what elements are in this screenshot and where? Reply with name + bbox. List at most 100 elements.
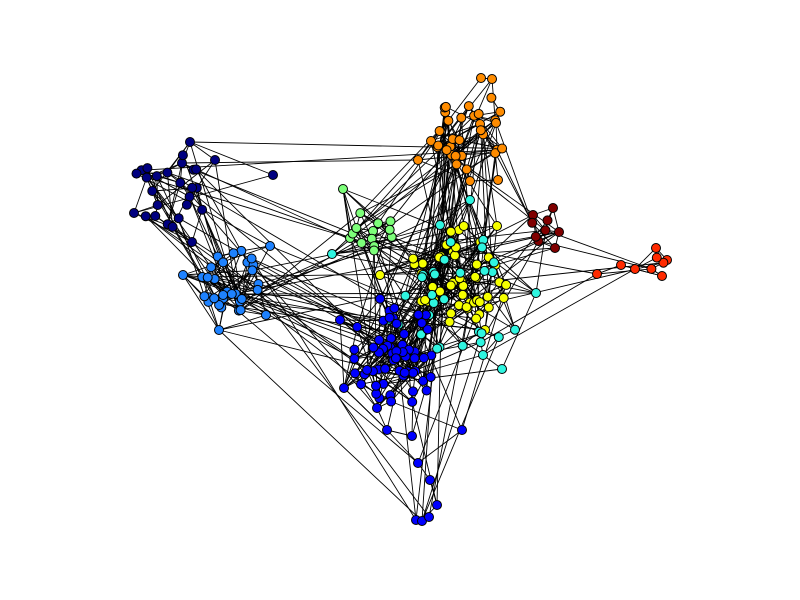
graph-edge [454, 247, 556, 256]
graph-edge [450, 262, 664, 286]
graph-node-blue [349, 344, 360, 355]
graph-node-blue [349, 353, 360, 364]
graph-node-cyan [479, 265, 490, 276]
graph-node-navy [181, 199, 192, 210]
graph-edge [461, 214, 534, 281]
graph-node-blue [374, 334, 385, 345]
graph-edge [375, 354, 484, 387]
graph-edge [253, 264, 392, 339]
graph-edge [223, 298, 419, 464]
graph-edge [417, 429, 463, 464]
graph-edge [339, 319, 345, 389]
graph-node-dodger-blue [214, 325, 224, 335]
graph-edge [210, 266, 405, 335]
graph-node-red [657, 271, 667, 281]
graph-edge [479, 123, 533, 224]
graph-node-yellow [417, 258, 428, 269]
graph-node-dark-red [530, 231, 541, 242]
graph-node-navy [129, 208, 139, 218]
graph-node-cyan [435, 220, 445, 230]
graph-node-dodger-blue [252, 284, 263, 295]
graph-node-yellow [420, 295, 431, 305]
graph-edge [421, 150, 448, 522]
graph-edge [482, 149, 498, 240]
graph-node-red [651, 243, 661, 253]
graph-node-dodger-blue [226, 289, 237, 299]
graph-node-dodger-blue [228, 248, 239, 259]
graph-node-blue [389, 303, 400, 314]
graph-node-yellow [498, 293, 509, 303]
graph-node-cyan [327, 249, 337, 259]
graph-edge [463, 225, 537, 294]
graph-node-orange [433, 140, 444, 151]
graph-edge [494, 120, 533, 223]
graph-node-yellow [482, 291, 493, 302]
graph-node-red [592, 269, 602, 279]
graph-node-blue [418, 353, 429, 363]
graph-node-blue [335, 315, 345, 325]
graph-node-yellow [461, 302, 472, 313]
graph-node-blue [352, 321, 363, 332]
graph-node-dodger-blue [218, 257, 229, 268]
graph-node-orange [413, 155, 423, 165]
graph-node-blue [391, 318, 402, 329]
graph-node-yellow [470, 271, 481, 282]
graph-node-dodger-blue [218, 290, 229, 300]
graph-edge [225, 292, 355, 360]
graph-edge [167, 162, 183, 225]
graph-edge [439, 122, 497, 292]
graph-node-cyan [477, 242, 487, 253]
graph-node-cyan [439, 294, 450, 305]
graph-node-navy [162, 167, 173, 178]
graph-node-dark-red [527, 217, 538, 228]
graph-node-navy [175, 177, 186, 188]
graph-node-orange [441, 145, 452, 156]
graph-node-blue [399, 367, 410, 378]
graph-edge [343, 139, 456, 389]
graph-node-cyan [416, 329, 427, 340]
graph-node-dark-red [550, 243, 560, 253]
graph-edge [480, 273, 598, 343]
graph-node-red [630, 264, 640, 274]
graph-edge [495, 247, 556, 266]
graph-node-orange [473, 108, 484, 119]
graph-node-blue [372, 403, 382, 413]
graph-edge [386, 429, 419, 464]
graph-node-blue [408, 386, 418, 397]
graph-node-navy [191, 164, 202, 175]
graph-node-dodger-blue [178, 270, 188, 280]
graph-node-cyan [427, 289, 437, 300]
graph-edge [476, 277, 516, 330]
graph-node-dark-red [554, 227, 564, 237]
graph-node-light-green [351, 223, 362, 233]
graph-edge [167, 172, 375, 247]
graph-edge [252, 245, 375, 271]
graph-node-blue [413, 458, 423, 468]
graph-node-orange [454, 135, 465, 146]
graph-node-dodger-blue [247, 265, 258, 276]
graph-node-navy [177, 150, 188, 161]
graph-edge [421, 333, 483, 522]
graph-edge [483, 214, 534, 241]
graph-node-navy [210, 155, 220, 165]
graph-node-cyan [489, 257, 499, 268]
graph-node-cyan [445, 237, 456, 248]
graph-node-blue [457, 425, 467, 435]
graph-node-navy [197, 204, 208, 215]
graph-node-yellow [474, 297, 485, 308]
graph-node-orange [461, 164, 472, 175]
graph-edge [189, 141, 274, 176]
graph-node-blue [408, 367, 419, 378]
graph-node-cyan [455, 267, 466, 278]
graph-node-cyan [531, 288, 541, 298]
graph-edge [145, 215, 377, 395]
graph-node-orange [451, 159, 462, 170]
graph-node-light-green [338, 184, 348, 194]
graph-node-orange [443, 115, 454, 126]
graph-node-blue [407, 396, 418, 407]
graph-edge [352, 159, 419, 234]
graph-node-yellow [457, 289, 468, 300]
graph-node-orange [440, 101, 451, 112]
graph-edge [356, 298, 381, 328]
